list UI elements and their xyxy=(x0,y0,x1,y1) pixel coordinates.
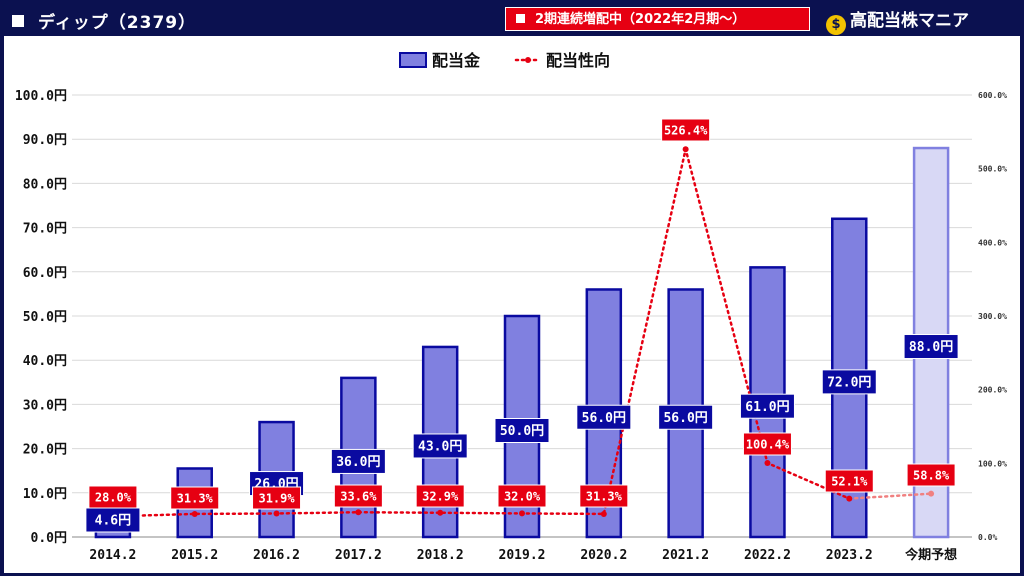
y2-tick-label: 300.0% xyxy=(978,312,1007,321)
payout-ratio-line xyxy=(111,148,851,518)
payout-ratio-point xyxy=(437,509,444,516)
legend-line-marker xyxy=(525,57,531,63)
payout-ratio-label: 32.0% xyxy=(504,489,541,503)
y-tick-label: 50.0円 xyxy=(23,310,67,325)
payout-ratio-label: 100.4% xyxy=(746,437,790,451)
payout-ratio-label: 31.3% xyxy=(586,489,623,503)
x-tick-label: 2022.2 xyxy=(744,548,791,563)
y-tick-label: 60.0円 xyxy=(23,266,67,281)
x-tick-label: 2014.2 xyxy=(89,548,136,563)
payout-ratio-label-box xyxy=(579,484,629,508)
y-tick-label: 70.0円 xyxy=(23,222,67,237)
x-tick-label: 2016.2 xyxy=(253,548,300,563)
dividend-value-label: 50.0円 xyxy=(500,424,544,439)
legend-bar-label: 配当金 xyxy=(432,51,481,70)
payout-ratio-label: 32.9% xyxy=(422,489,459,503)
payout-ratio-label-box xyxy=(252,486,302,510)
payout-ratio-label-box xyxy=(824,469,874,493)
payout-ratio-point xyxy=(928,490,935,497)
payout-ratio-label-box xyxy=(906,463,956,487)
dividend-value-label: 43.0円 xyxy=(418,440,462,455)
x-tick-label: 2019.2 xyxy=(499,548,546,563)
legend-line-label: 配当性向 xyxy=(546,51,610,70)
payout-ratio-label: 28.0% xyxy=(95,490,132,504)
y2-tick-label: 500.0% xyxy=(978,165,1007,174)
y2-tick-label: 600.0% xyxy=(978,91,1007,100)
y-tick-label: 40.0円 xyxy=(23,354,67,369)
payout-ratio-point xyxy=(191,510,198,517)
dividend-value-label-box xyxy=(658,404,714,430)
money-bag-icon: $ xyxy=(826,15,846,35)
payout-ratio-label-box xyxy=(88,485,138,509)
y2-tick-label: 0.0% xyxy=(978,533,997,542)
x-tick-label: 2023.2 xyxy=(826,548,873,563)
y2-tick-label: 100.0% xyxy=(978,459,1007,468)
y-tick-label: 90.0円 xyxy=(23,133,67,148)
payout-ratio-label-box xyxy=(742,432,792,456)
y-tick-label: 30.0円 xyxy=(23,398,67,413)
payout-ratio-point xyxy=(682,146,689,153)
dividend-value-label: 4.6円 xyxy=(95,514,131,529)
payout-ratio-label: 58.8% xyxy=(913,468,950,482)
dividend-value-label: 88.0円 xyxy=(909,340,953,355)
y-tick-label: 0.0円 xyxy=(31,531,67,546)
streak-badge: 2期連続増配中（2022年2月期～） xyxy=(505,7,810,31)
x-tick-label: 2017.2 xyxy=(335,548,382,563)
y-tick-label: 100.0円 xyxy=(15,89,67,104)
page-title: ディップ（2379） xyxy=(12,8,196,33)
payout-ratio-label: 526.4% xyxy=(664,123,708,137)
square-icon xyxy=(12,15,24,27)
square-icon xyxy=(516,14,525,23)
y-tick-label: 20.0円 xyxy=(23,443,67,458)
payout-ratio-label-box xyxy=(333,484,383,508)
dividend-value-label-box xyxy=(330,448,386,474)
dividend-value-label-box xyxy=(821,369,877,395)
payout-ratio-point xyxy=(273,510,280,517)
dividend-value-label: 72.0円 xyxy=(827,376,871,391)
y2-tick-label: 200.0% xyxy=(978,386,1007,395)
dividend-value-label: 56.0円 xyxy=(663,411,707,426)
payout-ratio-label-box xyxy=(661,118,711,142)
brand-logo: $ 高配当株マニア xyxy=(826,6,969,35)
payout-ratio-label: 52.1% xyxy=(831,474,868,488)
payout-ratio-label: 31.9% xyxy=(258,491,295,505)
x-tick-label: 2020.2 xyxy=(580,548,627,563)
dividend-value-label: 61.0円 xyxy=(745,400,789,415)
dividend-value-label-box xyxy=(494,418,550,443)
payout-ratio-label: 31.3% xyxy=(177,491,214,505)
payout-ratio-point xyxy=(600,510,607,517)
x-tick-label: 2021.2 xyxy=(662,548,709,563)
dividend-value-label-box xyxy=(412,433,468,459)
y-tick-label: 10.0円 xyxy=(23,487,67,502)
dividend-value-label-box xyxy=(85,507,141,533)
x-tick-label: 今期予想 xyxy=(904,547,957,563)
payout-ratio-point xyxy=(355,509,362,516)
dividend-value-label: 56.0円 xyxy=(582,411,626,426)
x-tick-label: 2018.2 xyxy=(417,548,464,563)
dividend-value-label-box xyxy=(576,404,632,430)
dividend-value-label-box xyxy=(903,334,959,360)
company-title: ディップ（2379） xyxy=(38,13,197,33)
y2-tick-label: 400.0% xyxy=(978,238,1007,247)
dividend-value-label: 36.0円 xyxy=(336,455,380,470)
payout-ratio-label-box xyxy=(497,484,547,508)
streak-badge-text: 2期連続増配中（2022年2月期～） xyxy=(535,12,746,27)
payout-ratio-point xyxy=(519,510,525,517)
dividend-value-label-box xyxy=(739,393,795,419)
payout-ratio-forecast-line xyxy=(848,492,933,500)
payout-ratio-point xyxy=(764,460,771,467)
legend-bar-swatch xyxy=(399,52,427,68)
brand-name: 高配当株マニア xyxy=(850,11,969,31)
payout-ratio-label: 33.6% xyxy=(340,489,377,503)
x-tick-label: 2015.2 xyxy=(171,548,218,563)
payout-ratio-label-box xyxy=(170,486,220,510)
payout-ratio-label-box xyxy=(415,484,465,508)
payout-ratio-point xyxy=(846,495,853,502)
y-tick-label: 80.0円 xyxy=(23,177,67,192)
